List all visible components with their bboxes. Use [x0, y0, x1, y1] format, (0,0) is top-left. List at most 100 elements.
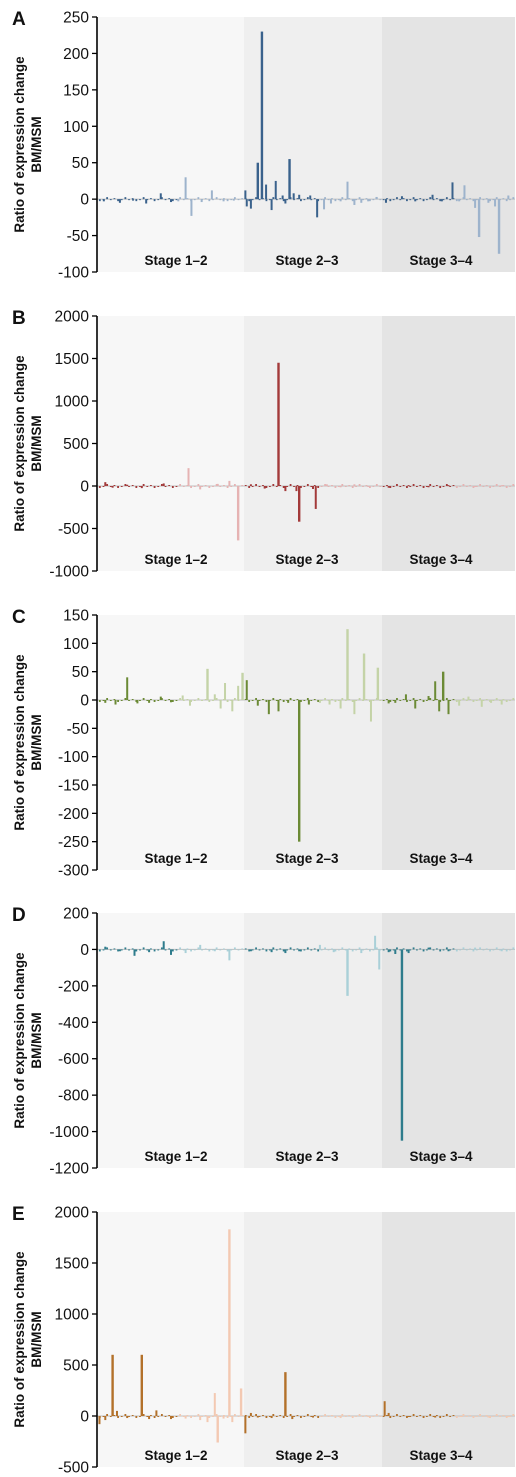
- noise-bar: [179, 947, 182, 950]
- noise-bar: [268, 486, 271, 487]
- y-axis-label-unit: BM/MSM: [29, 415, 44, 471]
- y-tick-label: -50: [67, 228, 90, 245]
- noise-bar: [275, 700, 278, 701]
- noise-bar: [362, 949, 364, 951]
- noise-bar: [432, 199, 435, 201]
- data-bar: [213, 1393, 216, 1416]
- noise-bar: [113, 198, 116, 200]
- noise-bar: [509, 1416, 511, 1417]
- noise-bar: [465, 199, 468, 201]
- noise-bar: [237, 949, 240, 951]
- noise-bar: [142, 698, 145, 700]
- noise-bar: [485, 1415, 488, 1416]
- data-bar: [500, 700, 503, 705]
- noise-bar: [164, 949, 167, 951]
- noise-bar: [113, 948, 116, 950]
- y-tick-label: 1000: [55, 1307, 90, 1324]
- noise-bar: [495, 484, 498, 486]
- noise-bar: [120, 949, 123, 951]
- noise-bar: [204, 198, 207, 200]
- noise-bar: [344, 486, 347, 487]
- noise-bar: [406, 1416, 408, 1418]
- noise-bar: [226, 486, 229, 488]
- stage-label: Stage 1–2: [144, 1448, 207, 1463]
- noise-bar: [416, 700, 418, 701]
- noise-bar: [327, 949, 330, 951]
- noise-bar: [449, 949, 452, 951]
- noise-bar: [445, 698, 448, 700]
- noise-bar: [402, 1415, 405, 1416]
- noise-bar: [306, 947, 309, 950]
- noise-bar: [171, 1416, 174, 1418]
- data-bar: [188, 700, 191, 706]
- data-bar: [118, 949, 121, 952]
- noise-bar: [429, 484, 432, 486]
- noise-bar: [412, 197, 415, 200]
- y-tick-label: -1000: [49, 564, 89, 581]
- noise-bar: [310, 199, 313, 201]
- noise-bar: [429, 197, 432, 200]
- noise-bar: [120, 486, 123, 487]
- noise-bar: [485, 485, 488, 486]
- data-bar: [494, 199, 497, 207]
- data-bar: [312, 1416, 314, 1418]
- noise-bar: [402, 699, 405, 700]
- data-bar: [244, 1416, 247, 1434]
- noise-bar: [212, 199, 214, 201]
- data-bar: [362, 653, 366, 700]
- data-bar: [184, 177, 187, 200]
- data-bar: [487, 199, 490, 203]
- noise-bar: [442, 486, 445, 487]
- noise-bar: [135, 486, 138, 488]
- y-tick-label: -200: [58, 978, 89, 995]
- data-bar: [237, 685, 240, 700]
- noise-bar: [109, 1416, 112, 1417]
- data-bar: [199, 944, 202, 950]
- noise-bar: [369, 486, 371, 488]
- noise-bar: [212, 486, 214, 487]
- noise-bar: [182, 486, 185, 487]
- data-bar: [375, 196, 378, 200]
- noise-bar: [175, 949, 178, 951]
- y-tick-label: 200: [63, 906, 89, 923]
- noise-bar: [479, 1414, 481, 1416]
- noise-bar: [289, 484, 292, 486]
- noise-bar: [382, 199, 385, 201]
- noise-bar: [171, 949, 174, 952]
- noise-bar: [153, 1416, 156, 1418]
- noise-bar: [406, 949, 408, 952]
- data-bar: [270, 199, 273, 211]
- data-bar: [98, 1416, 101, 1425]
- noise-bar: [372, 700, 375, 701]
- data-bar: [145, 199, 148, 204]
- y-tick-label: 250: [63, 10, 89, 27]
- data-bar: [270, 949, 273, 953]
- noise-bar: [226, 700, 229, 702]
- data-bar: [447, 700, 450, 715]
- noise-bar: [131, 1415, 134, 1416]
- data-bar: [400, 949, 404, 1141]
- noise-bar: [241, 485, 244, 486]
- noise-bar: [399, 700, 402, 701]
- noise-bar: [406, 199, 408, 202]
- noise-bar: [337, 199, 340, 201]
- y-tick-label: 0: [80, 192, 89, 209]
- data-bar: [407, 485, 410, 487]
- noise-bar: [409, 1416, 412, 1417]
- noise-bar: [379, 1416, 382, 1417]
- data-bar: [298, 949, 301, 952]
- noise-bar: [146, 1416, 149, 1417]
- noise-bar: [146, 700, 149, 701]
- noise-bar: [348, 1415, 351, 1416]
- noise-bar: [341, 197, 344, 200]
- noise-bar: [399, 1416, 402, 1417]
- stage-label: Stage 3–4: [409, 1149, 473, 1164]
- noise-bar: [389, 486, 392, 488]
- noise-bar: [358, 698, 361, 700]
- noise-bar: [422, 949, 425, 952]
- data-bar: [159, 696, 162, 700]
- noise-bar: [262, 699, 264, 700]
- noise-bar: [182, 949, 185, 951]
- noise-bar: [317, 199, 320, 202]
- y-tick-label: -100: [58, 265, 89, 282]
